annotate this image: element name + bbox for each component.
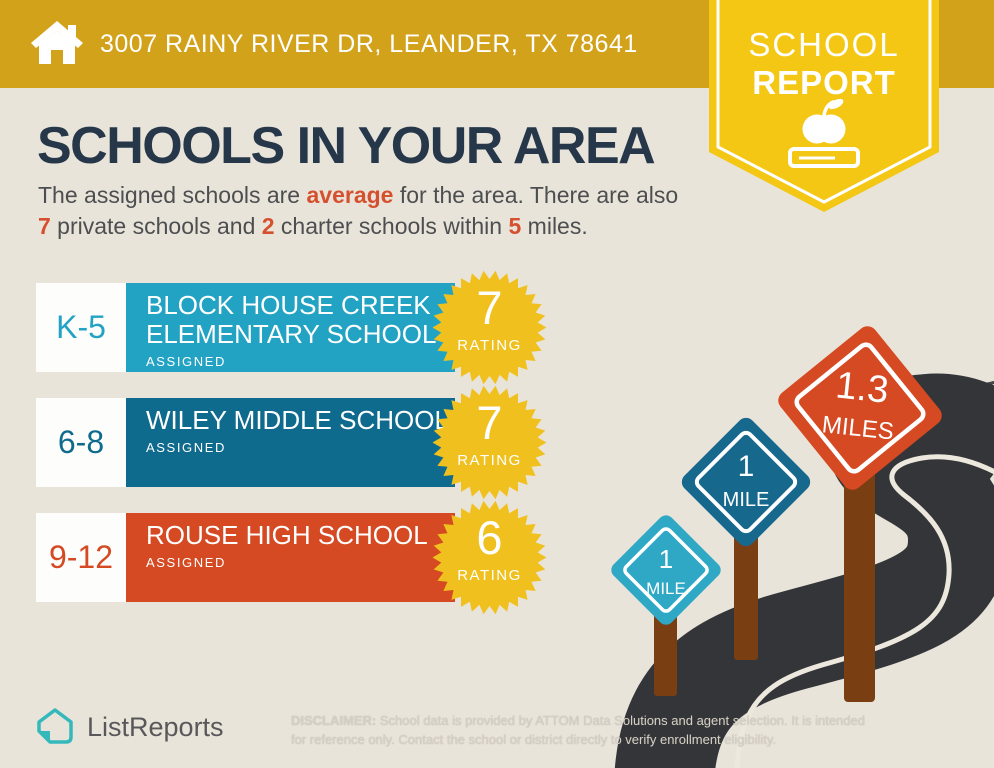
rating-label: RATING: [457, 452, 522, 469]
rating-label: RATING: [457, 337, 522, 354]
listreports-logo: ListReports: [34, 706, 224, 748]
sign-distance: 1: [659, 544, 673, 574]
rating-badge: 7 RATING: [432, 385, 547, 500]
school-bar: BLOCK HOUSE CREEK ELEMENTARY SCHOOL ASSI…: [126, 283, 455, 372]
highlighted-text: average: [306, 182, 394, 208]
disclaimer-text: DISCLAIMER: School data is provided by A…: [291, 711, 876, 749]
school-status: ASSIGNED: [146, 440, 226, 456]
highlighted-text: 5: [508, 213, 522, 239]
distance-sign-elementary: 1 MILE: [611, 515, 721, 625]
ribbon-label-school: SCHOOL: [748, 26, 900, 63]
grade-range: 6-8: [57, 424, 105, 460]
grade-range-box: K-5: [36, 283, 126, 372]
page-title: SCHOOLS IN YOUR AREA: [37, 117, 656, 175]
plain-text: for the area. There are also: [393, 182, 679, 208]
plain-text: miles.: [521, 213, 588, 239]
disclaimer-label: DISCLAIMER:: [291, 713, 377, 728]
school-status: ASSIGNED: [146, 555, 226, 571]
school-row-elementary: K-5 BLOCK HOUSE CREEK ELEMENTARY SCHOOL …: [36, 270, 596, 385]
grade-range: K-5: [56, 309, 106, 345]
sign-post-medium: [734, 516, 758, 660]
sign-post-small: [654, 606, 677, 696]
rating-value: 6: [476, 511, 503, 564]
rating-value: 7: [476, 281, 503, 334]
school-row-high: 9-12 ROUSE HIGH SCHOOL ASSIGNED 6 RATING: [36, 500, 596, 615]
sign-post-large: [844, 468, 875, 702]
school-name: ROUSE HIGH SCHOOL: [146, 520, 428, 550]
school-row-middle: 6-8 WILEY MIDDLE SCHOOL ASSIGNED 7 RATIN…: [36, 385, 596, 500]
rating-badge: 7 RATING: [432, 270, 547, 385]
grade-range: 9-12: [48, 539, 114, 575]
apple-on-book-icon: [788, 98, 860, 168]
distance-sign-middle: 1 MILE: [681, 417, 811, 547]
summary-text: The assigned schools are average for the…: [38, 180, 693, 242]
plain-text: The assigned schools are: [38, 182, 307, 208]
school-bar: WILEY MIDDLE SCHOOL ASSIGNED: [126, 398, 455, 487]
grade-range-box: 6-8: [36, 398, 126, 487]
plain-text: charter schools within: [274, 213, 509, 239]
disclaimer-body: School data is provided by ATTOM Data So…: [291, 713, 865, 747]
sign-unit: MILE: [646, 579, 686, 598]
ribbon-label-report: REPORT: [752, 64, 896, 101]
school-name: WILEY MIDDLE SCHOOL: [146, 405, 449, 435]
school-name: BLOCK HOUSE CREEK ELEMENTARY SCHOOL: [146, 290, 437, 350]
rating-value: 7: [476, 396, 503, 449]
distance-sign-high: 1.3 MILES: [778, 326, 942, 490]
grade-range-box: 9-12: [36, 513, 126, 602]
brand-name: ListReports: [87, 711, 224, 742]
school-bar: ROUSE HIGH SCHOOL ASSIGNED: [126, 513, 455, 602]
listreports-icon: [37, 708, 73, 744]
rating-badge: 6 RATING: [432, 500, 547, 615]
rating-label: RATING: [457, 567, 522, 584]
highlighted-text: 2: [261, 213, 275, 239]
sign-distance: 1: [738, 450, 755, 483]
property-address: 3007 RAINY RIVER DR, LEANDER, TX 78641: [100, 29, 638, 58]
school-report-ribbon: SCHOOL REPORT: [709, 0, 939, 220]
school-status: ASSIGNED: [146, 354, 226, 370]
house-icon: [31, 21, 83, 64]
sign-distance: 1.3: [834, 364, 891, 411]
sign-unit: MILE: [723, 489, 770, 511]
road-center-line: [734, 454, 994, 768]
highlighted-text: 7: [38, 213, 51, 239]
plain-text: private schools and: [50, 213, 262, 239]
